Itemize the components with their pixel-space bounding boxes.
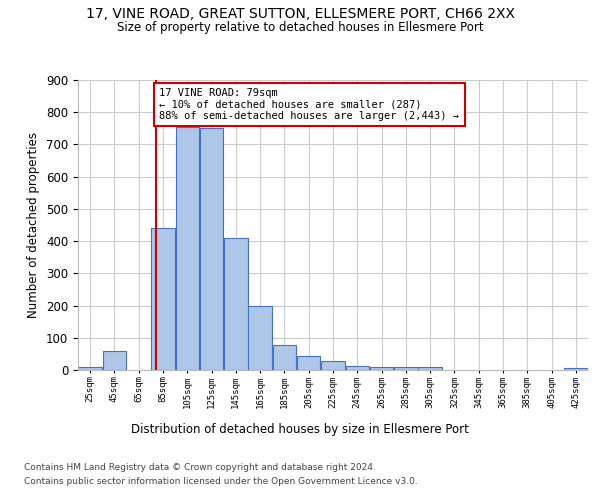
Bar xyxy=(418,368,442,370)
Bar xyxy=(322,362,344,370)
Bar xyxy=(346,366,369,370)
Bar xyxy=(564,368,587,370)
Bar xyxy=(370,368,393,370)
Bar xyxy=(151,228,175,370)
Bar xyxy=(248,306,272,370)
Bar xyxy=(273,345,296,370)
Text: 17 VINE ROAD: 79sqm
← 10% of detached houses are smaller (287)
88% of semi-detac: 17 VINE ROAD: 79sqm ← 10% of detached ho… xyxy=(160,88,460,122)
Bar xyxy=(176,126,199,370)
Bar xyxy=(103,350,126,370)
Text: Distribution of detached houses by size in Ellesmere Port: Distribution of detached houses by size … xyxy=(131,422,469,436)
Text: Size of property relative to detached houses in Ellesmere Port: Size of property relative to detached ho… xyxy=(116,21,484,34)
Text: Contains HM Land Registry data © Crown copyright and database right 2024.: Contains HM Land Registry data © Crown c… xyxy=(24,462,376,471)
Bar xyxy=(224,238,248,370)
Bar xyxy=(297,356,320,370)
Bar xyxy=(79,367,102,370)
Y-axis label: Number of detached properties: Number of detached properties xyxy=(28,132,40,318)
Text: Contains public sector information licensed under the Open Government Licence v3: Contains public sector information licen… xyxy=(24,478,418,486)
Text: 17, VINE ROAD, GREAT SUTTON, ELLESMERE PORT, CH66 2XX: 17, VINE ROAD, GREAT SUTTON, ELLESMERE P… xyxy=(86,8,515,22)
Bar xyxy=(394,368,418,370)
Bar xyxy=(200,128,223,370)
